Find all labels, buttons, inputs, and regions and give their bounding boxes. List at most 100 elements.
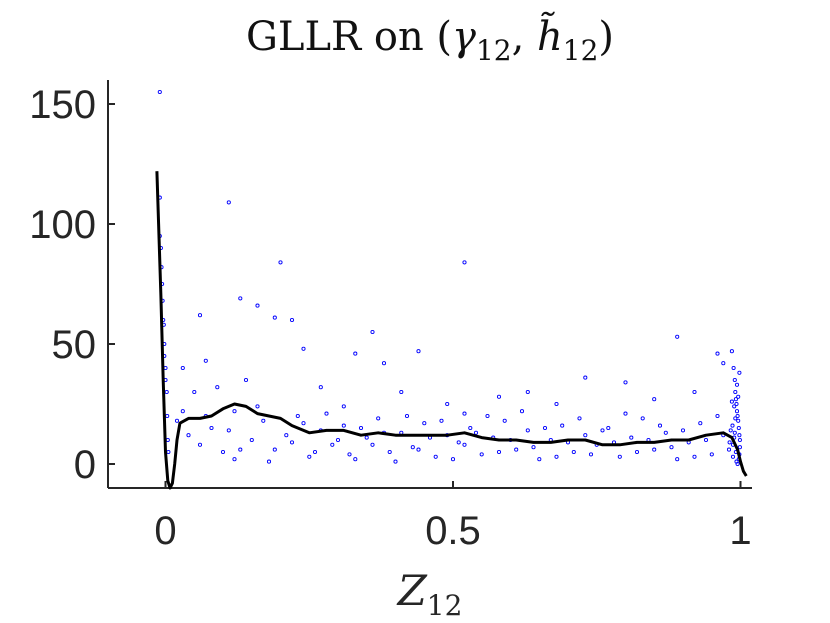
chart-title-sep: , [512,14,537,60]
scatter-point [157,89,162,95]
scatter-point [180,365,185,371]
scatter-point [733,397,738,402]
scatter-point [640,416,645,421]
scatter-point [733,389,738,395]
scatter-point [341,404,346,409]
scatter-point [680,428,686,433]
scatter-point [634,449,640,455]
scatter-point [737,370,742,375]
chart-title-close: ) [598,14,614,60]
scatter-point [272,315,277,320]
scatter-point [735,413,740,419]
scatter-point [261,418,266,423]
scatter-point [272,447,277,452]
scatter-point [734,409,740,414]
scatter-point [226,200,231,205]
scatter-point [736,425,741,431]
chart-title-gamma-sub: 12 [476,34,512,67]
scatter-point [462,260,467,265]
scatter-point [732,377,737,383]
scatter-point [376,416,381,421]
scatter-point [192,389,197,395]
scatter-point [174,418,180,423]
scatter-point [422,421,427,426]
scatter-point [731,365,736,371]
scatter-point [301,421,306,426]
scatter-point [727,440,732,445]
scatter-point [289,317,295,323]
scatter-point [215,385,220,390]
scatter-point [462,411,467,416]
scatter-point [473,430,479,435]
chart-title-h-sub: 12 [563,34,599,67]
scatter-point [663,430,668,435]
scatter-point [364,435,369,440]
scatter-point [226,428,231,433]
scatter-point [736,418,741,423]
scatter-point [238,296,243,301]
scatter-point [479,452,484,457]
scatter-point [729,349,734,354]
scatter-point [445,401,450,407]
scatter-point [312,449,318,455]
scatter-point [450,457,456,462]
scatter-point [502,418,507,423]
scatter-point [468,425,473,431]
scatter-point [203,358,208,363]
scatter-point [577,416,582,421]
scatter-point [295,413,300,419]
scatter-point [729,399,734,404]
x-axis-label-sub: 12 [427,589,463,622]
scatter-point [209,425,214,431]
scatter-point [732,430,737,435]
scatter-point [381,361,387,366]
scatter-point [629,435,634,440]
scatter-point [387,449,392,455]
scatter-point [730,423,735,428]
scatter-point [462,442,467,447]
scatter-point [737,445,742,450]
scatter-point [243,377,249,383]
scatter-point [583,433,588,438]
scatter-point [554,454,559,459]
scatter-point [370,329,375,335]
ticks: 0 50 100 150 0 0.5 1 [29,83,751,553]
scatter-point [166,449,171,455]
scatter-point [197,442,203,447]
scatter-point [715,351,720,356]
scatter-point [728,428,733,433]
y-tick-label: 50 [52,323,97,367]
scatter-point [307,454,312,459]
scatter-point [606,425,611,431]
scatter-point [330,442,335,447]
scatter-point [301,346,306,351]
scatter-point [692,454,697,459]
scatter-point [358,425,364,431]
chart-title-gamma: γ [452,14,476,60]
scatter-point [404,413,410,419]
scatter-point [255,303,260,308]
scatter-point [525,389,530,395]
scatter-point [266,459,272,464]
scatter-point [583,375,588,380]
scatter-point [180,409,185,414]
scatter-point [657,423,663,428]
scatter-point [531,445,536,450]
scatter-point [726,447,732,452]
scatter-point [165,437,170,443]
scatter-point [347,452,352,457]
scatter-point [519,409,525,414]
scatter-point [399,389,404,395]
scatter-point [542,425,548,431]
scatter-point [675,334,680,339]
scatter-point [617,454,622,459]
scatter-point [737,433,742,438]
scatter-point [238,447,243,452]
scatter-point [525,428,530,433]
scatter-point [669,445,674,450]
scatter-point [255,404,260,409]
scatter-point [734,382,740,387]
x-axis-label-main: Z [396,566,428,615]
scatter-point [703,437,709,443]
scatter-point [732,404,737,409]
